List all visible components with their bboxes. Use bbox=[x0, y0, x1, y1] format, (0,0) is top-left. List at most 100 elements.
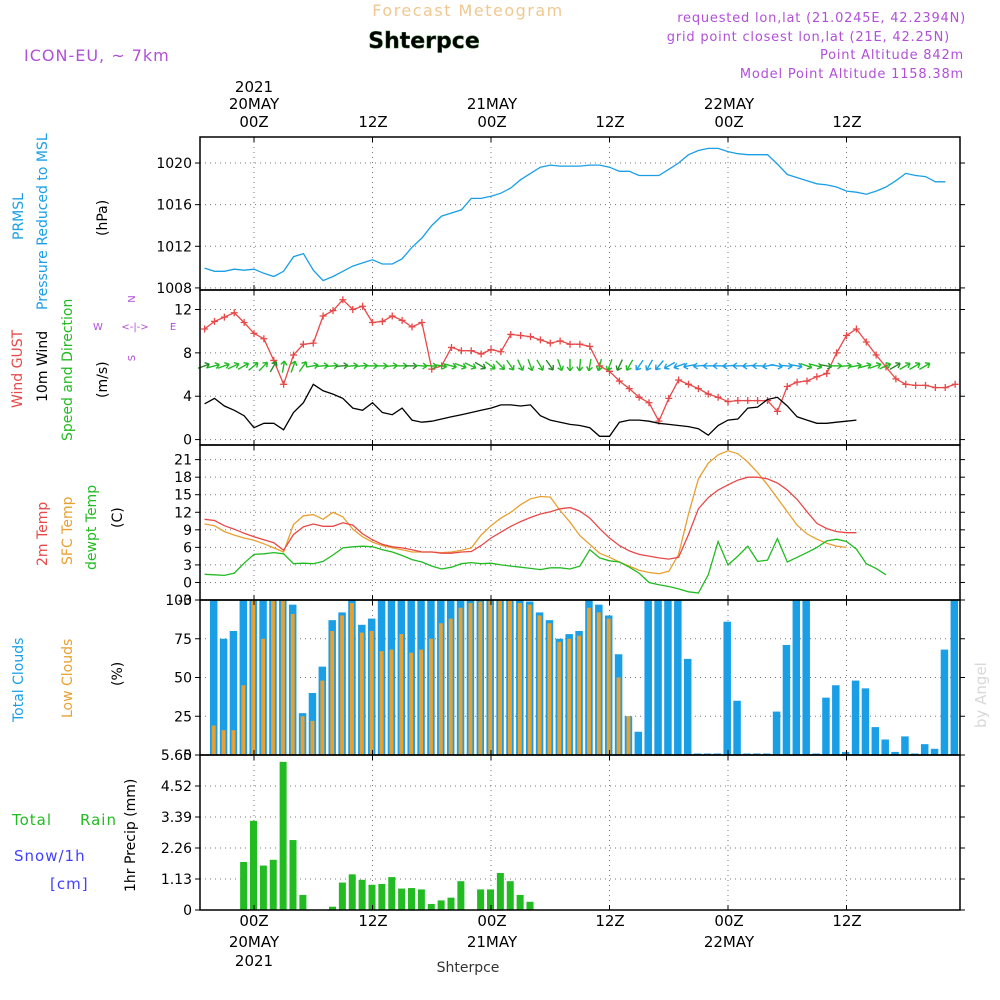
low-cloud-bar bbox=[340, 615, 345, 755]
gust-line-marker bbox=[675, 376, 683, 384]
wind-arrow-shaft bbox=[849, 364, 862, 368]
total-cloud-bar bbox=[733, 700, 741, 755]
gust-line-marker bbox=[211, 317, 218, 325]
wind-direction-arrow bbox=[909, 362, 921, 370]
wind-arrow-shaft bbox=[889, 362, 901, 370]
gust-line-marker bbox=[220, 313, 228, 321]
wind-arrow-head bbox=[683, 362, 689, 370]
precip-label-snow: Snow/1h bbox=[14, 847, 86, 865]
pressure-label: Pressure Reduced to MSL bbox=[35, 133, 51, 310]
y-tick-label: 1016 bbox=[156, 198, 192, 214]
precip-label-cm: [cm] bbox=[50, 875, 89, 893]
temp-label: SFC Temp bbox=[60, 496, 76, 565]
gust-line-marker bbox=[724, 398, 732, 406]
wind-arrow-shaft bbox=[655, 360, 664, 371]
wind-arrow-head bbox=[271, 360, 278, 367]
rain-bar bbox=[279, 761, 287, 910]
wind-labels: Wind GUST 10m Wind Speed and Direction (… bbox=[10, 295, 176, 441]
wind-arrow-shaft bbox=[839, 364, 852, 368]
top-date-label: 21MAY bbox=[467, 95, 518, 113]
wind-arrow-shaft bbox=[207, 363, 220, 369]
wind-arrow-shaft bbox=[790, 363, 803, 368]
total-cloud-bar bbox=[219, 638, 228, 755]
wind-arrow-shaft bbox=[258, 361, 268, 372]
temp-label: 2m Temp bbox=[35, 502, 51, 566]
wind-arrow-shaft bbox=[281, 360, 286, 373]
wind-direction-arrow bbox=[536, 359, 545, 371]
wind-direction-arrow bbox=[683, 362, 696, 370]
dewpoint-line bbox=[204, 536, 887, 594]
low-cloud-bar bbox=[271, 600, 275, 755]
wind-arrow-head bbox=[527, 365, 535, 372]
rain-bar bbox=[329, 906, 336, 910]
wind-arrow-shaft bbox=[869, 363, 882, 369]
wind-arrow-shaft bbox=[780, 364, 793, 368]
wind-arrow-head bbox=[702, 362, 708, 370]
low-cloud-bar bbox=[577, 635, 582, 755]
wind-arrow-head bbox=[441, 362, 448, 370]
low-cloud-bar bbox=[429, 638, 433, 755]
top-time-tick: 12Z bbox=[358, 113, 387, 131]
gust-line-marker bbox=[941, 384, 949, 392]
wind-direction-arrow bbox=[484, 361, 496, 370]
low-cloud-bar bbox=[231, 730, 236, 755]
gust-line-marker bbox=[635, 393, 643, 401]
wind-arrow-shaft bbox=[495, 360, 505, 370]
gust-line-marker bbox=[428, 365, 436, 373]
y-tick-label: 4 bbox=[183, 389, 192, 405]
compass-arrows: <-|-> bbox=[121, 322, 148, 333]
wind-arrow-head bbox=[615, 365, 623, 372]
wind-arrow-head bbox=[924, 362, 931, 369]
gust-line-marker bbox=[922, 381, 929, 389]
y-tick-label: 1020 bbox=[156, 156, 192, 172]
y-tick-label: 75 bbox=[174, 632, 192, 648]
wind-arrow-shaft bbox=[248, 362, 259, 371]
header-grid-point: grid point closest lon,lat (21E, 42.25N) bbox=[667, 30, 950, 45]
wind-arrow-head bbox=[508, 364, 515, 371]
low-cloud-bar bbox=[498, 600, 503, 755]
wind-arrow-head bbox=[243, 362, 250, 369]
wind-arrow-shaft bbox=[444, 363, 457, 368]
precip-labels: Total Rain Snow/1h [cm] 1hr Precip (mm) bbox=[11, 779, 139, 893]
wind-direction-arrow bbox=[248, 361, 259, 371]
low-cloud-bar bbox=[251, 600, 256, 755]
gust-line-marker bbox=[329, 307, 337, 315]
low-cloud-bar bbox=[320, 680, 325, 755]
wind-arrow-head bbox=[233, 362, 240, 369]
pressure-label: PRMSL bbox=[11, 193, 27, 240]
frame-layer: 100810121016102004812-303691215182102550… bbox=[156, 136, 965, 919]
y-tick-label: 8 bbox=[183, 346, 192, 362]
wind-arrow-shaft bbox=[626, 359, 634, 371]
wind-direction-arrow bbox=[269, 360, 278, 373]
gust-line-marker bbox=[576, 340, 584, 348]
y-tick-label: 100 bbox=[165, 593, 192, 609]
wind-arrow-shaft bbox=[306, 364, 319, 368]
header-location: Shterpce bbox=[368, 29, 480, 54]
header-model: ICON-EU, ~ 7km bbox=[24, 46, 170, 65]
rain-bar bbox=[240, 861, 248, 910]
low-cloud-bar bbox=[537, 615, 542, 755]
wind-direction-arrow bbox=[557, 359, 564, 372]
wind-arrow-shaft bbox=[683, 363, 696, 368]
wind-arrow-shaft bbox=[545, 359, 554, 371]
wind-arrow-head bbox=[673, 363, 679, 370]
wind-arrow-shaft bbox=[770, 363, 783, 368]
total-cloud-bar bbox=[229, 631, 238, 755]
wind-arrow-shaft bbox=[424, 364, 437, 368]
wind-label: Wind GUST bbox=[10, 329, 26, 408]
low-cloud-bar bbox=[330, 631, 335, 755]
gust-line-marker bbox=[813, 373, 821, 381]
data-layer bbox=[197, 147, 959, 910]
rain-bar bbox=[408, 888, 415, 910]
cloud-labels: Total Clouds Low Clouds (%) bbox=[11, 638, 126, 723]
y-tick-label: 18 bbox=[174, 470, 192, 486]
rain-bar bbox=[526, 901, 534, 910]
wind-arrow-shaft bbox=[298, 361, 307, 373]
wind-direction-arrow bbox=[527, 359, 535, 372]
total-cloud-bar bbox=[644, 600, 652, 755]
low-cloud-bar bbox=[438, 623, 443, 755]
wind-direction-arrow bbox=[298, 361, 308, 373]
y-tick-label: 6 bbox=[183, 540, 192, 556]
pressure-labels: PRMSL Pressure Reduced to MSL (hPa) bbox=[11, 133, 111, 310]
